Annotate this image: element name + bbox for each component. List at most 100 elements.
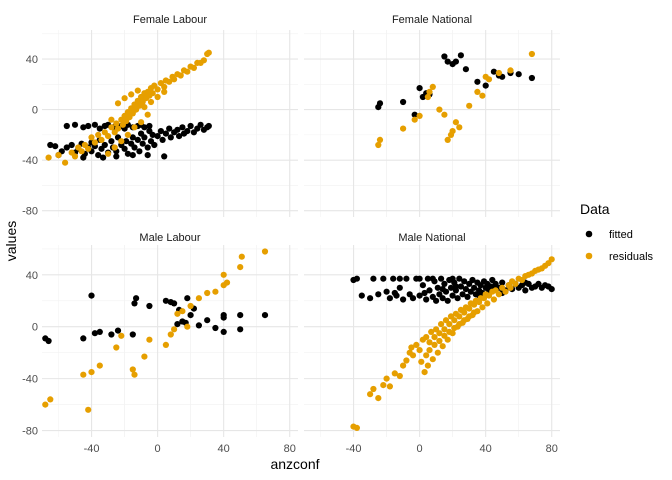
point-fitted <box>129 152 136 159</box>
point-residuals <box>42 401 49 408</box>
point-fitted <box>47 141 54 149</box>
point-residuals <box>375 141 382 149</box>
point-fitted <box>237 326 244 333</box>
point-fitted <box>63 144 70 151</box>
point-fitted <box>149 131 156 138</box>
point-fitted <box>141 124 148 131</box>
point-residuals <box>129 366 136 373</box>
point-fitted <box>108 331 115 338</box>
point-residuals <box>161 88 168 95</box>
point-fitted <box>179 124 186 131</box>
point-fitted <box>400 296 407 303</box>
point-fitted <box>144 144 151 151</box>
point-residuals <box>426 347 433 354</box>
point-residuals <box>383 375 390 382</box>
point-residuals <box>105 150 112 157</box>
point-fitted <box>383 288 390 295</box>
point-residuals <box>423 352 430 359</box>
point-fitted <box>449 292 456 299</box>
point-fitted <box>157 128 164 135</box>
point-residuals <box>47 396 54 403</box>
point-fitted <box>68 141 75 149</box>
point-residuals <box>495 291 502 298</box>
point-residuals <box>95 131 102 138</box>
point-residuals <box>403 357 410 364</box>
point-residuals <box>375 395 382 402</box>
point-residuals <box>421 369 428 376</box>
point-residuals <box>396 372 403 380</box>
point-fitted <box>441 280 448 287</box>
point-fitted <box>457 52 464 59</box>
panel-3: Male National -40 0 40 80 <box>304 232 560 455</box>
panel-1: Female National <box>304 14 560 217</box>
point-residuals <box>195 295 202 302</box>
point-fitted <box>461 278 468 285</box>
point-residuals <box>441 326 448 333</box>
point-residuals <box>446 328 453 335</box>
point-residuals <box>423 334 430 341</box>
point-fitted <box>171 300 178 307</box>
point-residuals <box>204 289 211 297</box>
point-residuals <box>444 136 451 143</box>
point-fitted <box>113 153 120 160</box>
point-residuals <box>451 317 458 324</box>
point-residuals <box>400 362 407 369</box>
point-residuals <box>223 279 231 286</box>
point-fitted <box>184 128 191 135</box>
point-fitted <box>129 331 136 338</box>
point-residuals <box>416 112 423 119</box>
point-residuals <box>85 406 92 413</box>
point-residuals <box>71 153 79 160</box>
legend-label-residuals: residuals <box>609 251 654 263</box>
point-fitted <box>146 302 153 310</box>
point-residuals <box>111 144 118 151</box>
point-residuals <box>548 256 555 263</box>
point-residuals <box>212 288 219 295</box>
panel-title: Female Labour <box>133 14 207 26</box>
point-fitted <box>456 275 463 282</box>
legend-label-fitted: fitted <box>609 229 633 241</box>
point-residuals <box>418 358 425 365</box>
point-fitted <box>134 136 141 143</box>
point-fitted <box>452 283 459 290</box>
point-residuals <box>128 91 135 98</box>
point-fitted <box>449 275 456 282</box>
point-residuals <box>409 352 417 359</box>
point-fitted <box>464 293 471 300</box>
point-fitted <box>123 138 130 145</box>
point-residuals <box>424 93 431 101</box>
point-residuals <box>220 271 227 278</box>
point-residuals <box>154 93 161 101</box>
point-fitted <box>85 122 92 130</box>
point-fitted <box>548 286 555 293</box>
point-residuals <box>429 356 436 363</box>
x-tick-label: 0 <box>155 443 161 455</box>
point-residuals <box>400 125 407 132</box>
point-residuals <box>55 152 62 159</box>
point-fitted <box>159 136 166 143</box>
point-residuals <box>124 131 131 138</box>
point-fitted <box>386 295 393 302</box>
point-fitted <box>88 292 95 299</box>
point-fitted <box>139 140 146 147</box>
point-residuals <box>131 124 138 131</box>
point-residuals <box>118 138 125 145</box>
point-fitted <box>439 286 446 293</box>
point-residuals <box>429 83 436 90</box>
point-residuals <box>238 253 245 260</box>
point-residuals <box>438 321 445 328</box>
point-residuals <box>391 370 398 377</box>
point-residuals <box>80 371 87 378</box>
point-fitted <box>162 297 169 304</box>
x-tick-label: 0 <box>417 443 423 455</box>
point-residuals <box>161 83 168 90</box>
point-fitted <box>95 152 102 159</box>
point-fitted <box>101 141 108 149</box>
point-fitted <box>131 144 138 151</box>
point-fitted <box>528 74 536 82</box>
point-fitted <box>121 145 128 152</box>
point-residuals <box>426 339 433 346</box>
point-fitted <box>45 337 52 345</box>
point-fitted <box>167 134 174 141</box>
point-residuals <box>179 308 186 315</box>
